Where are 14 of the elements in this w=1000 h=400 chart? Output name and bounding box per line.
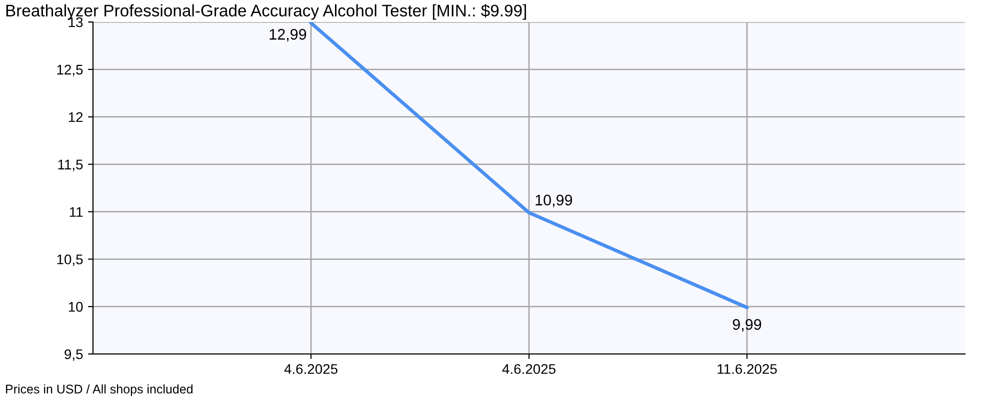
data-label: 9,99: [732, 319, 762, 332]
x-tick-label: 4.6.2025: [284, 364, 338, 374]
y-tick-label: 12,5: [57, 64, 83, 76]
y-tick-label: 10: [68, 302, 83, 312]
x-tick-label: 11.6.2025: [718, 364, 777, 374]
text: Prices in USD / All shops included: [6, 384, 192, 396]
data-label: 12,99: [270, 28, 306, 42]
y-tick-label: 11,5: [58, 160, 83, 172]
x-tick-label: 4.6.2025: [502, 364, 556, 374]
y-tick-label: 9,5: [64, 349, 83, 361]
y-tick-label: 10,5: [57, 254, 83, 266]
data-label: 10,99: [536, 194, 572, 208]
y-tick-label: 12: [68, 112, 83, 122]
y-tick-label: 11: [70, 207, 83, 217]
